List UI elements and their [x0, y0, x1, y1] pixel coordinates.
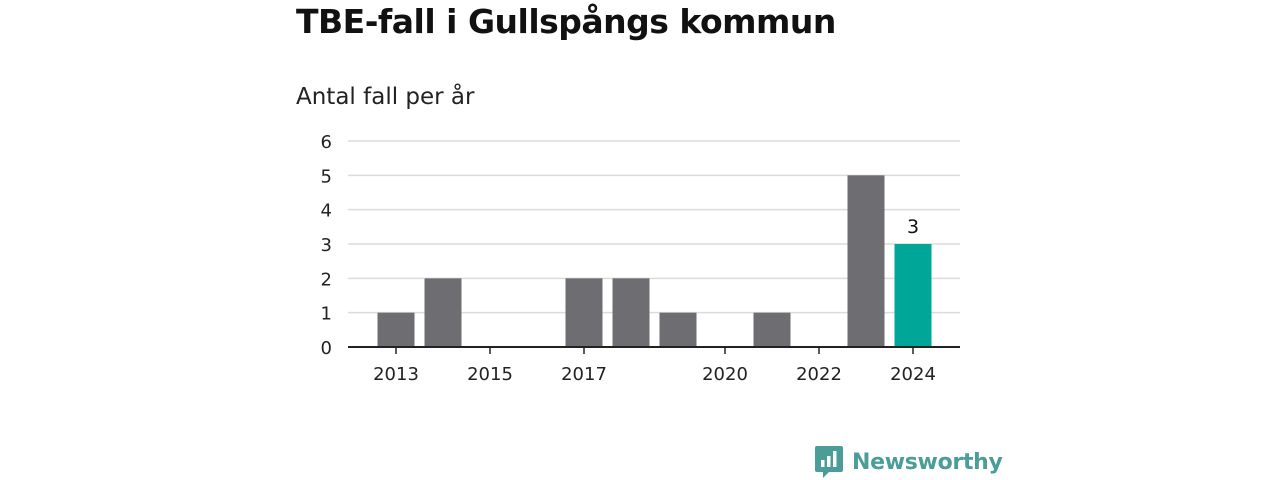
y-tick-label: 2: [321, 269, 332, 290]
x-tick-label: 2024: [890, 364, 936, 385]
x-tick-label: 2017: [561, 364, 607, 385]
y-axis-labels: 0 1 2 3 4 5 6: [321, 132, 332, 359]
bar-2023: [847, 175, 885, 347]
y-tick-label: 6: [321, 132, 332, 153]
bar-2014: [424, 278, 462, 347]
bars: [377, 175, 932, 347]
bar-2018: [612, 278, 650, 347]
x-axis: [348, 346, 960, 354]
bar-2021: [753, 312, 791, 347]
bar-2024: [894, 244, 932, 347]
y-tick-label: 1: [321, 304, 332, 325]
data-label-2024: 3: [907, 216, 919, 238]
x-tick-label: 2020: [702, 364, 748, 385]
y-tick-label: 5: [321, 166, 332, 187]
y-tick-label: 0: [321, 338, 332, 359]
bar-2013: [377, 312, 415, 347]
newsworthy-brand[interactable]: Newsworthy: [814, 445, 1003, 479]
x-tick-label: 2013: [373, 364, 419, 385]
chart-subtitle: Antal fall per år: [296, 84, 475, 110]
bar-chart: 0 1 2 3 4 5 6 3 2013 2015 2017 2020 2022 2024: [321, 132, 960, 385]
y-tick-label: 4: [321, 201, 332, 222]
newsworthy-logo-icon: [815, 446, 843, 478]
chart-title: TBE-fall i Gullspångs kommun: [296, 2, 836, 41]
data-labels: 3: [907, 216, 919, 238]
x-axis-labels: 2013 2015 2017 2020 2022 2024: [373, 364, 936, 385]
newsworthy-brand-name: Newsworthy: [852, 449, 1003, 475]
bar-2017: [565, 278, 603, 347]
x-tick-label: 2022: [796, 364, 842, 385]
y-tick-label: 3: [321, 235, 332, 256]
bar-2019: [659, 312, 697, 347]
x-tick-label: 2015: [467, 364, 513, 385]
